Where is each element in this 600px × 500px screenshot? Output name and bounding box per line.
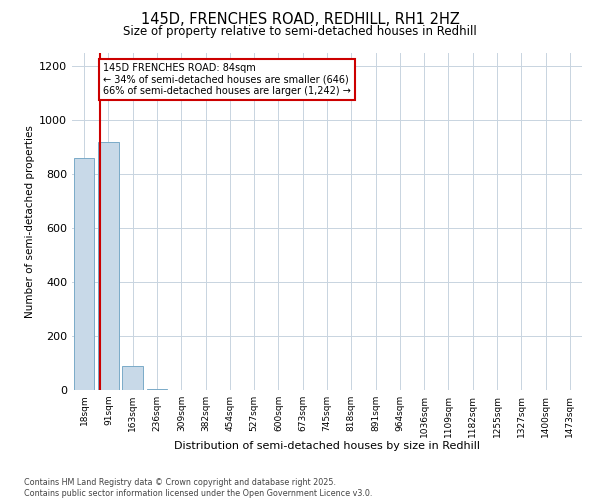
- Bar: [98, 142, 119, 390]
- Text: Size of property relative to semi-detached houses in Redhill: Size of property relative to semi-detach…: [123, 25, 477, 38]
- Bar: [74, 158, 94, 390]
- Text: Contains HM Land Registry data © Crown copyright and database right 2025.
Contai: Contains HM Land Registry data © Crown c…: [24, 478, 373, 498]
- Text: 145D, FRENCHES ROAD, REDHILL, RH1 2HZ: 145D, FRENCHES ROAD, REDHILL, RH1 2HZ: [140, 12, 460, 28]
- Bar: [146, 388, 167, 390]
- X-axis label: Distribution of semi-detached houses by size in Redhill: Distribution of semi-detached houses by …: [174, 441, 480, 451]
- Y-axis label: Number of semi-detached properties: Number of semi-detached properties: [25, 125, 35, 318]
- Bar: [122, 366, 143, 390]
- Text: 145D FRENCHES ROAD: 84sqm
← 34% of semi-detached houses are smaller (646)
66% of: 145D FRENCHES ROAD: 84sqm ← 34% of semi-…: [103, 64, 351, 96]
